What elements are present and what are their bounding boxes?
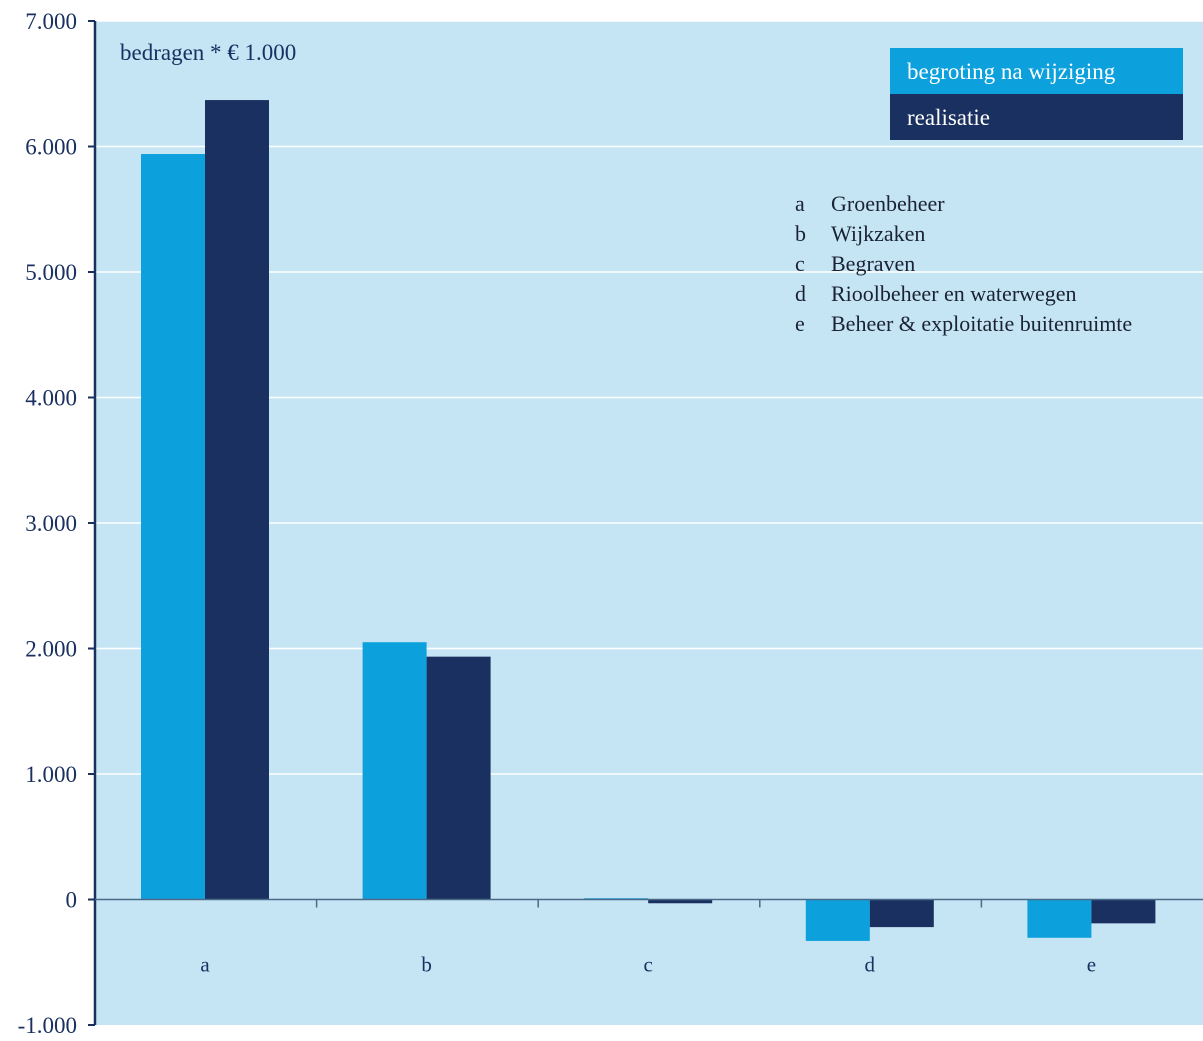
x-tick-label: a xyxy=(200,953,210,977)
y-tick-label: 6.000 xyxy=(25,135,77,160)
bar-a-begroting xyxy=(141,154,205,900)
bar-d-begroting xyxy=(805,899,870,941)
key-letter: b xyxy=(795,221,806,246)
x-tick-label: e xyxy=(1087,953,1096,977)
bar-b-begroting xyxy=(362,642,427,900)
key-letter: e xyxy=(795,311,805,336)
y-tick-label: 0 xyxy=(66,888,78,913)
x-tick-label: c xyxy=(644,953,653,977)
gridlines xyxy=(95,20,1203,775)
key-label: Groenbeheer xyxy=(831,191,945,216)
y-axis-ticks: -1.000 0 1.000 2.000 3.000 4.000 5.000 6.000 7.0… xyxy=(18,9,95,1038)
bar-e-realisatie xyxy=(1091,899,1156,924)
y-tick-label: 4.000 xyxy=(25,386,77,411)
bar-d-realisatie xyxy=(869,899,934,928)
legend-label: realisatie xyxy=(907,105,990,130)
legend-label: begroting na wijziging xyxy=(907,59,1116,84)
x-axis-labels: a b c d e xyxy=(200,953,1096,977)
key-label: Wijkzaken xyxy=(831,221,925,246)
key-label: Beheer & exploitatie buitenruimte xyxy=(831,311,1132,336)
bar-c-realisatie xyxy=(648,899,713,904)
key-label: Rioolbeheer en waterwegen xyxy=(831,281,1077,306)
key-letter: d xyxy=(795,281,806,306)
y-tick-label: 2.000 xyxy=(25,637,77,662)
y-tick-label: 3.000 xyxy=(25,511,77,536)
y-tick-label: 7.000 xyxy=(25,9,77,34)
key-label: Begraven xyxy=(831,251,915,276)
unit-label: bedragen * € 1.000 xyxy=(120,40,296,65)
key-letter: a xyxy=(795,191,805,216)
y-tick-label: -1.000 xyxy=(18,1013,77,1038)
key-letter: c xyxy=(795,251,805,276)
legend: begroting na wijziging realisatie xyxy=(890,48,1183,140)
bar-a-realisatie xyxy=(205,100,269,900)
bars xyxy=(141,100,1156,941)
legend-swatch xyxy=(890,94,1183,140)
bar-b-realisatie xyxy=(426,656,491,900)
x-tick-label: d xyxy=(865,953,876,977)
y-tick-label: 1.000 xyxy=(25,762,77,787)
legend-swatch xyxy=(890,48,1183,94)
y-tick-label: 5.000 xyxy=(25,260,77,285)
x-tick-label: b xyxy=(421,953,432,977)
bar-e-begroting xyxy=(1027,899,1092,938)
category-key: a Groenbeheer b Wijkzaken c Begraven d Rioolbeh… xyxy=(795,191,1132,336)
